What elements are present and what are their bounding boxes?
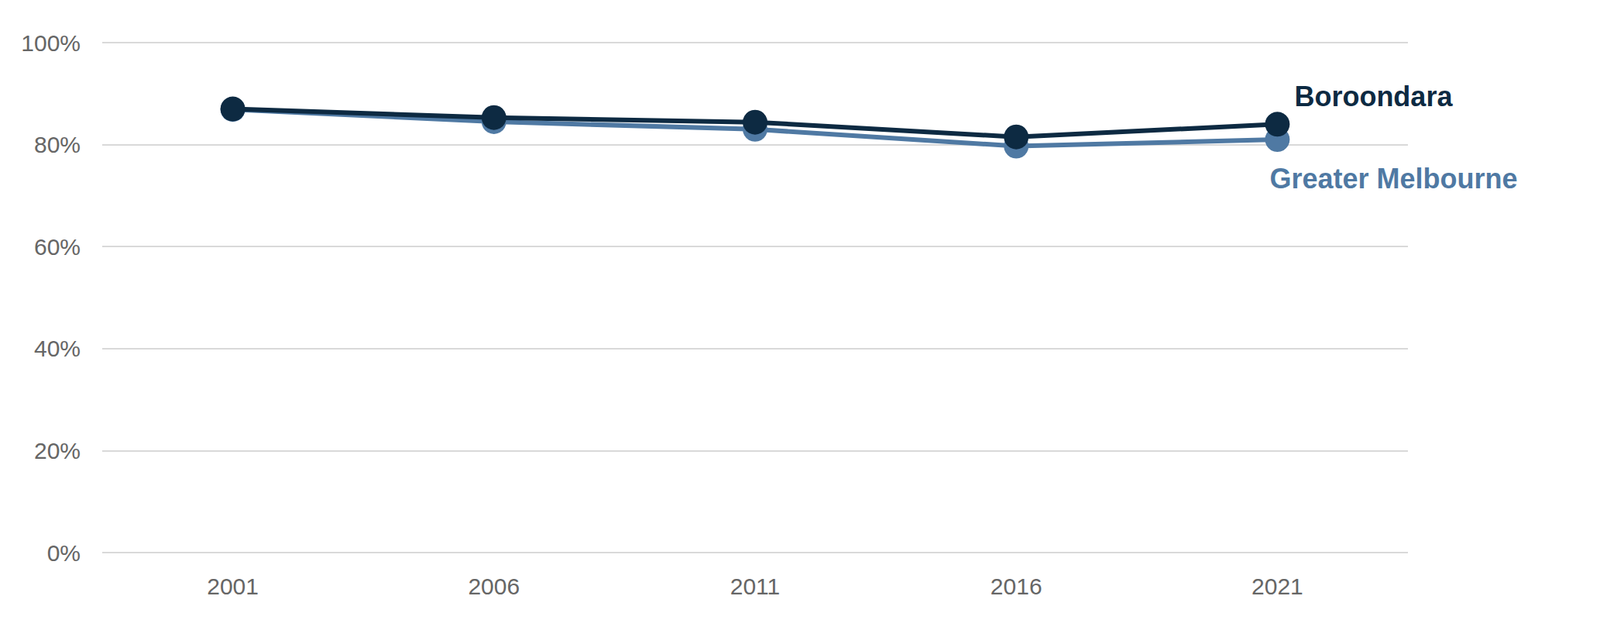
svg-text:2006: 2006: [467, 573, 520, 599]
svg-text:0%: 0%: [47, 539, 81, 566]
svg-text:2001: 2001: [206, 573, 259, 599]
svg-text:40%: 40%: [34, 335, 81, 361]
svg-text:Boroondara: Boroondara: [1294, 80, 1453, 113]
svg-text:80%: 80%: [34, 131, 81, 158]
svg-text:100%: 100%: [20, 30, 81, 56]
svg-text:60%: 60%: [34, 233, 81, 260]
svg-text:Greater Melbourne: Greater Melbourne: [1269, 162, 1518, 195]
svg-text:2011: 2011: [730, 573, 781, 599]
svg-text:20%: 20%: [34, 437, 81, 464]
svg-text:2016: 2016: [990, 573, 1043, 599]
svg-text:2021: 2021: [1251, 573, 1304, 599]
